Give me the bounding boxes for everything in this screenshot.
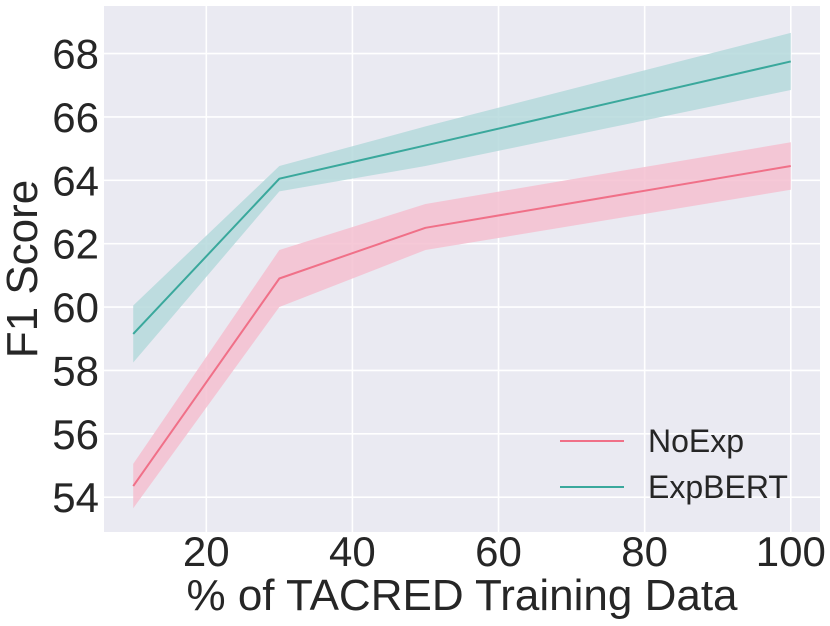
x-tick-label-60: 60: [475, 528, 522, 575]
y-tick-label-66: 66: [52, 94, 99, 141]
y-tick-label-56: 56: [52, 411, 99, 458]
x-tick-label-40: 40: [329, 528, 376, 575]
y-tick-label-58: 58: [52, 347, 99, 394]
legend-label-noexp: NoExp: [648, 423, 744, 459]
expbert-line: [132, 60, 791, 335]
y-tick-label-68: 68: [52, 31, 99, 78]
y-axis-label: F1 Score: [0, 180, 47, 359]
expbert-confidence-band: [133, 32, 791, 363]
noexp-confidence-band: [133, 142, 791, 509]
x-tick-label-100: 100: [756, 528, 826, 575]
confidence-bands: [133, 32, 791, 509]
x-axis-ticks: 20 40 60 80 100: [183, 528, 826, 575]
legend: NoExp ExpBERT: [560, 423, 788, 505]
series-lines: [132, 60, 791, 487]
y-axis-ticks: 54 56 58 60 62 64 66 68: [52, 31, 99, 522]
y-tick-label-54: 54: [52, 474, 99, 521]
y-tick-label-62: 62: [52, 221, 99, 268]
x-tick-label-20: 20: [183, 528, 230, 575]
y-tick-label-60: 60: [52, 284, 99, 331]
x-tick-label-80: 80: [621, 528, 668, 575]
y-tick-label-64: 64: [52, 157, 99, 204]
legend-label-expbert: ExpBERT: [648, 469, 788, 505]
x-axis-label: % of TACRED Training Data: [186, 571, 738, 620]
noexp-line: [132, 165, 791, 487]
